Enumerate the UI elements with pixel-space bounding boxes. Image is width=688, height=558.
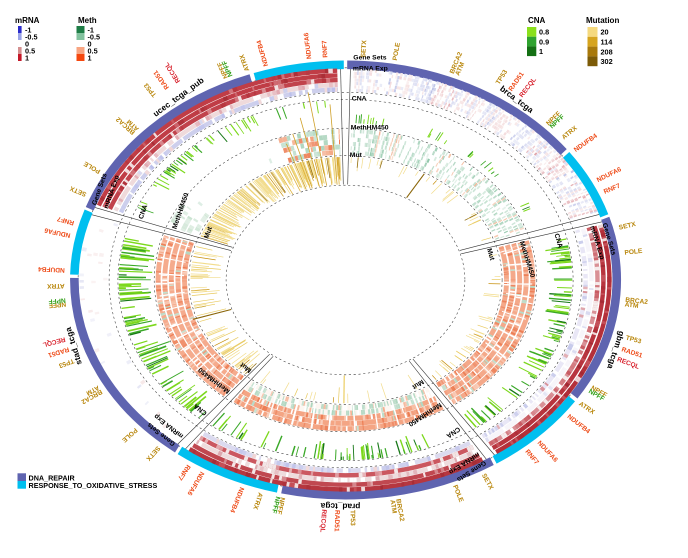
- svg-text:SETX: SETX: [360, 39, 368, 57]
- svg-text:SETX: SETX: [144, 444, 161, 462]
- svg-text:208: 208: [601, 47, 613, 56]
- svg-text:RESPONSE_TO_OXIDATIVE_STRESS: RESPONSE_TO_OXIDATIVE_STRESS: [29, 481, 158, 490]
- svg-text:0: 0: [25, 39, 29, 48]
- svg-text:CNA: CNA: [552, 233, 563, 249]
- svg-text:NDUFB4: NDUFB4: [38, 265, 65, 273]
- svg-text:ATRX: ATRX: [251, 491, 263, 510]
- svg-text:NPFF: NPFF: [270, 496, 281, 514]
- svg-text:-0.5: -0.5: [88, 32, 101, 41]
- svg-text:NPFF: NPFF: [49, 300, 67, 309]
- svg-text:1: 1: [88, 53, 92, 62]
- svg-text:BRCA2: BRCA2: [625, 297, 649, 306]
- svg-text:NDUFB4: NDUFB4: [228, 486, 245, 514]
- svg-text:-1: -1: [25, 25, 32, 34]
- svg-text:114: 114: [601, 38, 614, 47]
- svg-text:Mut: Mut: [410, 378, 425, 391]
- svg-text:RNF7: RNF7: [523, 448, 540, 466]
- svg-text:CNA: CNA: [138, 204, 149, 220]
- svg-text:mRNA Exp: mRNA Exp: [353, 66, 388, 73]
- svg-text:NPFF: NPFF: [275, 497, 286, 515]
- svg-text:Mut: Mut: [485, 248, 495, 262]
- svg-text:POLE: POLE: [451, 484, 465, 504]
- svg-text:0.5: 0.5: [88, 46, 98, 55]
- svg-text:1: 1: [539, 47, 543, 56]
- svg-text:RECQL: RECQL: [42, 335, 66, 348]
- svg-text:Meth: Meth: [78, 16, 97, 25]
- svg-text:RNF7: RNF7: [603, 183, 622, 196]
- svg-text:NDUFA6: NDUFA6: [303, 32, 313, 59]
- svg-text:MethHM450: MethHM450: [351, 124, 389, 131]
- svg-text:RNF7: RNF7: [56, 215, 75, 226]
- svg-text:RAD51: RAD51: [47, 345, 70, 358]
- svg-text:ATRX: ATRX: [561, 124, 579, 141]
- svg-text:SETX: SETX: [480, 473, 495, 492]
- svg-text:TP53: TP53: [349, 510, 356, 526]
- svg-text:RNF7: RNF7: [176, 463, 192, 481]
- svg-text:RECQL: RECQL: [318, 509, 327, 533]
- svg-text:ATRX: ATRX: [47, 282, 65, 289]
- svg-text:SETX: SETX: [69, 184, 88, 197]
- svg-text:NDUFA6: NDUFA6: [596, 166, 623, 184]
- svg-text:prad_tcga: prad_tcga: [320, 501, 360, 512]
- svg-text:NDUFA6: NDUFA6: [44, 226, 72, 238]
- svg-text:Gene Sets: Gene Sets: [353, 54, 386, 61]
- svg-text:302: 302: [601, 57, 613, 66]
- svg-text:NDUFB4: NDUFB4: [566, 413, 592, 435]
- svg-text:TP53: TP53: [143, 81, 159, 98]
- svg-text:BRCA2: BRCA2: [394, 498, 405, 522]
- svg-text:mRNA: mRNA: [15, 16, 40, 25]
- svg-text:ATRX: ATRX: [239, 53, 252, 72]
- svg-text:POLE: POLE: [82, 159, 102, 174]
- svg-text:TP53: TP53: [57, 357, 75, 369]
- svg-text:ATRX: ATRX: [577, 401, 596, 417]
- svg-text:RNF7: RNF7: [321, 40, 329, 58]
- svg-text:0.5: 0.5: [25, 46, 35, 55]
- svg-text:NDUFB4: NDUFB4: [256, 39, 270, 67]
- svg-text:CNA: CNA: [352, 95, 367, 102]
- svg-text:ATM: ATM: [388, 499, 397, 514]
- svg-text:20: 20: [601, 28, 609, 37]
- svg-text:CNA: CNA: [193, 402, 209, 417]
- svg-text:POLE: POLE: [624, 248, 643, 257]
- svg-text:ATM: ATM: [624, 301, 639, 310]
- svg-text:Mut: Mut: [350, 152, 363, 159]
- svg-text:POLE: POLE: [392, 42, 402, 62]
- svg-text:RAD51: RAD51: [333, 510, 341, 532]
- svg-text:0.9: 0.9: [539, 37, 549, 46]
- svg-text:Mutation: Mutation: [586, 16, 619, 25]
- svg-text:DNA_REPAIR: DNA_REPAIR: [29, 473, 76, 482]
- svg-text:-0.5: -0.5: [25, 32, 38, 41]
- svg-text:SETX: SETX: [618, 221, 637, 232]
- svg-text:RECQL: RECQL: [616, 356, 640, 371]
- svg-text:NDUFB4: NDUFB4: [573, 132, 599, 153]
- svg-text:0.8: 0.8: [539, 28, 549, 37]
- svg-text:CNA: CNA: [528, 16, 546, 25]
- svg-text:-1: -1: [88, 25, 95, 34]
- svg-text:TP53: TP53: [625, 335, 642, 346]
- svg-text:CNA: CNA: [445, 425, 461, 439]
- svg-text:NDUFA6: NDUFA6: [185, 470, 205, 497]
- svg-text:Mut: Mut: [203, 225, 214, 239]
- svg-text:NPFF: NPFF: [48, 296, 66, 304]
- svg-text:1: 1: [25, 53, 29, 62]
- svg-text:TP53: TP53: [495, 69, 509, 86]
- svg-text:0: 0: [88, 39, 92, 48]
- svg-text:POLE: POLE: [120, 426, 139, 444]
